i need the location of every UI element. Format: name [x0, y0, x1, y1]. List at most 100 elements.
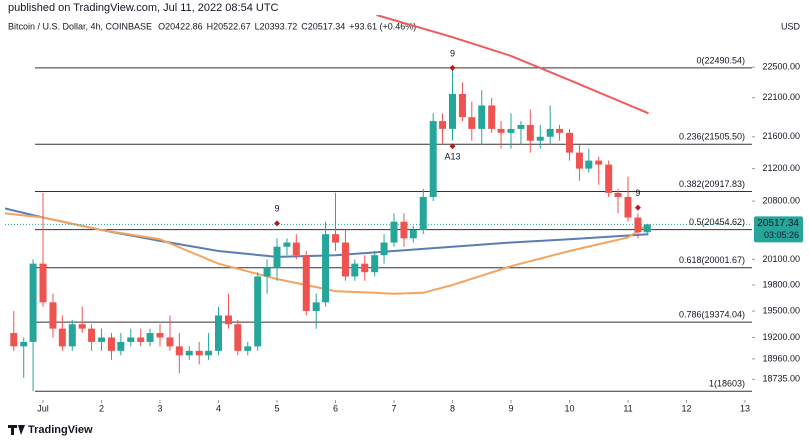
- candle-body: [507, 128, 515, 133]
- candle-body: [546, 128, 554, 137]
- candle-body: [127, 337, 135, 342]
- moving-average: [376, 15, 649, 115]
- candle-body: [137, 337, 145, 342]
- y-tick-label: 19800.00: [762, 279, 800, 289]
- x-tick-label: 8: [450, 403, 455, 413]
- candle-body: [448, 93, 456, 129]
- candle-body: [341, 242, 349, 277]
- price-change: +93.61 (+0.46%): [349, 21, 416, 31]
- footer-logo: TradingView: [28, 424, 93, 436]
- fib-label: 1(18603): [709, 379, 745, 389]
- x-tick-label: 7: [391, 403, 396, 413]
- candle-body: [58, 328, 66, 347]
- candle-body: [488, 105, 496, 129]
- annotation-label: 9: [635, 188, 640, 198]
- x-tick-label: 11: [623, 403, 632, 413]
- candle-body: [29, 263, 37, 342]
- candle-body: [409, 229, 417, 239]
- y-tick-label: 20100.00: [762, 254, 800, 264]
- candle-body: [107, 337, 115, 351]
- candle-body: [575, 152, 583, 169]
- y-tick-label: 21200.00: [762, 163, 800, 173]
- x-tick-label: 3: [158, 403, 163, 413]
- candle-body: [146, 333, 154, 342]
- candle-body: [224, 315, 232, 325]
- candle-body: [156, 333, 164, 338]
- logo-icon: [8, 425, 25, 435]
- y-tick-label: 18735.00: [762, 374, 800, 384]
- candle-body: [322, 234, 330, 303]
- candle-body: [312, 302, 320, 312]
- candle-body: [68, 324, 76, 347]
- candle-body: [517, 124, 525, 129]
- annotation-label: 9: [450, 48, 455, 58]
- candle-body: [429, 121, 437, 197]
- candle-body: [20, 341, 28, 347]
- candle-body: [400, 221, 408, 239]
- last-price-box: [754, 216, 803, 243]
- x-tick-label: 13: [740, 403, 750, 413]
- annotation-label: 9: [275, 204, 280, 214]
- candle-body: [78, 324, 86, 329]
- x-tick-label: 9: [508, 403, 513, 413]
- fib-label: 0.786(19374.04): [679, 309, 745, 319]
- candle-body: [361, 263, 369, 273]
- x-tick-label: 2: [99, 403, 104, 413]
- fib-label: 0(22490.54): [696, 55, 745, 65]
- candle-body: [351, 263, 359, 277]
- candle-body: [536, 136, 544, 141]
- annotation-diamond: [274, 220, 281, 227]
- candle-body: [185, 350, 193, 356]
- candle-body: [205, 350, 213, 356]
- candle-body: [380, 242, 388, 256]
- candle-body: [371, 255, 379, 273]
- candle-body: [468, 117, 476, 129]
- candle-body: [234, 324, 242, 351]
- candle-body: [332, 234, 340, 243]
- x-tick-label: 12: [681, 403, 691, 413]
- y-tick-label: 18960.00: [762, 353, 800, 363]
- x-tick-label: Jul: [37, 403, 49, 413]
- candle-body: [458, 93, 466, 118]
- fib-label: 0.236(21505.50): [679, 132, 745, 142]
- candle-body: [595, 160, 603, 165]
- candle-body: [478, 105, 486, 129]
- candle-body: [643, 224, 651, 233]
- annotation-diamond: [449, 143, 456, 150]
- moving-average: [5, 212, 650, 295]
- candle-body: [283, 242, 291, 247]
- candle-body: [49, 302, 57, 329]
- candle-body: [39, 263, 47, 303]
- candle-body: [263, 267, 271, 277]
- y-tick-label: 19200.00: [762, 332, 800, 342]
- symbol: Bitcoin / U.S. Dollar, 4h, COINBASE: [8, 21, 152, 31]
- published-note: published on TradingView.com, Jul 11, 20…: [8, 2, 279, 14]
- candle-body: [98, 337, 106, 342]
- candle-body: [624, 196, 632, 218]
- last-price-label: 20517.34: [757, 218, 799, 229]
- fib-label: 0.618(20001.67): [679, 255, 745, 265]
- ohlc-value: L20393.72: [255, 21, 298, 31]
- candle-body: [254, 276, 262, 347]
- annotation-diamond: [449, 64, 456, 71]
- candle-body: [292, 242, 300, 256]
- candle-body: [605, 164, 613, 193]
- y-tick-label: 20800.00: [762, 195, 800, 205]
- candle-body: [195, 350, 203, 356]
- x-tick-label: 5: [275, 403, 280, 413]
- ohlc-value: H20522.67: [207, 21, 251, 31]
- candle-body: [634, 217, 642, 233]
- candle-body: [273, 246, 281, 268]
- candle-body: [10, 333, 18, 347]
- y-tick-label: 21600.00: [762, 131, 800, 141]
- y-tick-label: 22500.00: [762, 62, 800, 72]
- candle-body: [565, 132, 573, 153]
- candle-body: [166, 337, 174, 347]
- candle-body: [244, 346, 252, 351]
- annotation-diamond: [634, 204, 641, 211]
- y-tick-label: 22100.00: [762, 92, 800, 102]
- candle-body: [526, 124, 534, 141]
- annotation-label: A13: [444, 152, 460, 162]
- candle-body: [302, 255, 310, 312]
